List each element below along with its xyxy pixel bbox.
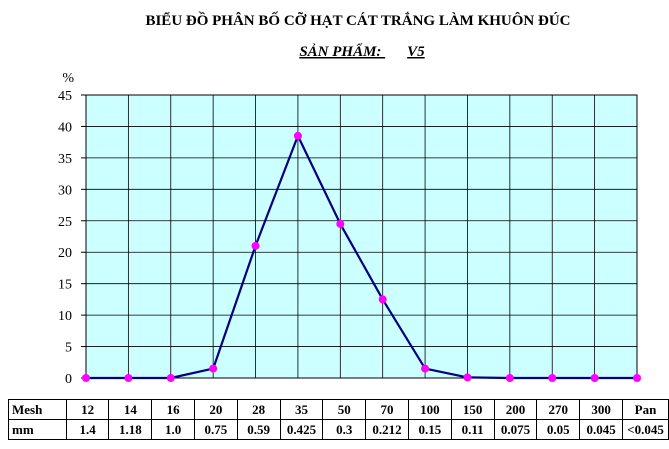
mesh-cell: 50 bbox=[322, 399, 367, 420]
data-point-28 bbox=[251, 241, 260, 250]
y-tick-label: 5 bbox=[65, 341, 72, 356]
mm-cell: 0.212 bbox=[365, 419, 409, 440]
mesh-size-table: Mesh 12 14 16 20 28 35 50 70 100 150 200 270 300 Pan … bbox=[8, 399, 669, 440]
mm-cell: 1.4 bbox=[65, 419, 110, 440]
mm-cell: 0.59 bbox=[236, 419, 281, 440]
data-point-50 bbox=[336, 219, 345, 228]
mesh-cell: 20 bbox=[193, 399, 238, 420]
data-point-20 bbox=[209, 364, 218, 373]
data-point-150 bbox=[463, 373, 472, 382]
series-markers bbox=[82, 131, 641, 382]
y-tick-labels: 0 5 10 15 20 25 30 35 40 45 bbox=[58, 89, 86, 387]
y-tick-label: 45 bbox=[58, 89, 72, 104]
mesh-cell: 14 bbox=[108, 399, 153, 420]
data-point-100 bbox=[421, 364, 430, 373]
mm-cell: 0.3 bbox=[322, 419, 367, 440]
mesh-cell: 270 bbox=[536, 399, 581, 420]
mesh-cell: 100 bbox=[407, 399, 452, 420]
y-tick-label: 40 bbox=[58, 120, 72, 135]
mesh-cell: 150 bbox=[450, 399, 495, 420]
mm-cell: 0.05 bbox=[536, 419, 581, 440]
data-point-200 bbox=[505, 374, 514, 382]
data-point-Pan bbox=[633, 374, 641, 382]
mesh-cell: 200 bbox=[493, 399, 538, 420]
mm-cell: 0.15 bbox=[407, 419, 452, 440]
y-tick-label: 30 bbox=[58, 183, 72, 198]
plot-area bbox=[85, 94, 638, 379]
chart-subtitle: SẢN PHẨM: V5 bbox=[299, 42, 425, 60]
subtitle-value: V5 bbox=[407, 44, 425, 60]
y-axis-label: % bbox=[62, 71, 74, 86]
mm-cell: 0.425 bbox=[279, 419, 324, 440]
mm-cell: 1.0 bbox=[151, 419, 195, 440]
data-point-70 bbox=[378, 295, 387, 304]
mesh-cell: 12 bbox=[65, 399, 110, 420]
mesh-cell: 28 bbox=[236, 399, 281, 420]
data-point-270 bbox=[548, 374, 557, 382]
mm-row-label: mm bbox=[8, 419, 67, 440]
y-tick-label: 25 bbox=[58, 215, 72, 230]
mm-cell: 0.045 bbox=[579, 419, 624, 440]
y-tick-label: 35 bbox=[58, 152, 72, 167]
mm-cell: 0.11 bbox=[450, 419, 495, 440]
mesh-cell: 300 bbox=[579, 399, 624, 420]
mm-cell: 0.075 bbox=[493, 419, 538, 440]
subtitle-label: SẢN PHẨM: bbox=[299, 42, 381, 60]
data-point-12 bbox=[82, 374, 90, 382]
mesh-row-label: Mesh bbox=[8, 399, 67, 420]
grid-lines bbox=[86, 95, 637, 378]
data-point-16 bbox=[166, 374, 175, 382]
chart: BIỂU ĐỒ PHÂN BỐ CỠ HẠT CÁT TRẮNG LÀM KHU… bbox=[58, 11, 641, 387]
mm-row: mm 1.4 1.18 1.0 0.75 0.59 0.425 0.3 0.212 0.15 0.… bbox=[8, 419, 669, 440]
mesh-row: Mesh 12 14 16 20 28 35 50 70 100 150 200 270 300 Pan bbox=[8, 399, 669, 420]
y-tick-label: 10 bbox=[58, 309, 72, 324]
data-point-35 bbox=[293, 131, 302, 140]
mesh-cell: 16 bbox=[151, 399, 195, 420]
mm-cell: <0.045 bbox=[622, 419, 669, 440]
y-tick-label: 20 bbox=[58, 246, 72, 261]
chart-title: BIỂU ĐỒ PHÂN BỐ CỠ HẠT CÁT TRẮNG LÀM KHU… bbox=[145, 11, 570, 29]
mm-cell: 1.18 bbox=[108, 419, 153, 440]
mesh-cell: 70 bbox=[365, 399, 409, 420]
series-line bbox=[86, 134, 637, 380]
y-tick-label: 15 bbox=[58, 278, 72, 293]
mesh-cell: Pan bbox=[622, 399, 669, 420]
y-tick-label: 0 bbox=[65, 372, 72, 387]
data-point-14 bbox=[124, 374, 133, 382]
mm-cell: 0.75 bbox=[193, 419, 238, 440]
mesh-cell: 35 bbox=[279, 399, 324, 420]
data-point-300 bbox=[590, 374, 599, 382]
